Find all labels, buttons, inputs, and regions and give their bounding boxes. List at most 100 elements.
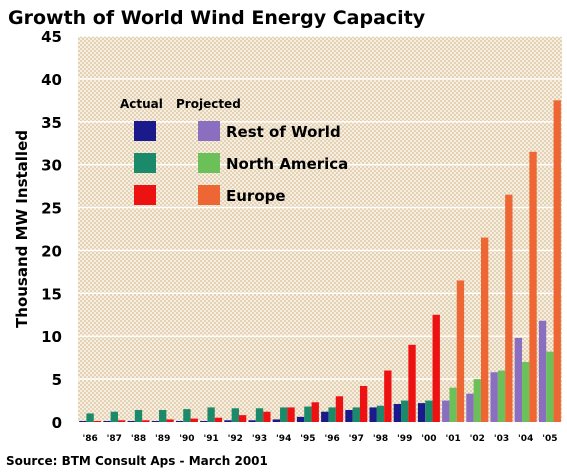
- bar-europe-6: [238, 415, 247, 422]
- bar-north-america-6: [231, 408, 239, 422]
- bar-rest-of-world-17: [490, 372, 498, 422]
- x-tick-label-12: '98: [373, 434, 388, 444]
- y-tick-label-0: 0: [52, 414, 62, 432]
- bar-north-america-10: [328, 407, 336, 422]
- bar-north-america-13: [401, 400, 409, 422]
- legend-swatch-rest-actual: [134, 121, 156, 141]
- y-tick-label-2: 10: [41, 328, 62, 346]
- bar-north-america-11: [352, 407, 360, 422]
- x-tick-label-15: '01: [445, 434, 460, 444]
- bar-north-america-14: [425, 400, 433, 422]
- bar-europe-7: [263, 411, 271, 422]
- bar-europe-11: [359, 385, 368, 422]
- legend-swatch-eu-actual: [134, 185, 156, 205]
- legend-swatch-rest-projected: [198, 121, 220, 141]
- bar-rest-of-world-6: [224, 420, 232, 422]
- x-tick-label-16: '02: [470, 434, 485, 444]
- x-tick-label-2: '88: [131, 434, 146, 444]
- x-tick-label-19: '05: [542, 434, 557, 444]
- bar-rest-of-world-9: [296, 416, 305, 422]
- bar-north-america-18: [522, 361, 530, 422]
- bar-north-america-5: [207, 407, 215, 422]
- bar-europe-4: [190, 418, 198, 422]
- bar-rest-of-world-5: [200, 421, 208, 422]
- legend-header-actual: Actual: [120, 97, 163, 111]
- bars: [79, 100, 561, 423]
- x-tick-label-18: '04: [518, 434, 533, 444]
- y-tick-label-6: 30: [41, 157, 62, 175]
- y-axis-label: Thousand MW Installed: [13, 130, 31, 328]
- bar-rest-of-world-12: [369, 407, 377, 422]
- bar-rest-of-world-1: [103, 421, 111, 422]
- bar-rest-of-world-7: [248, 420, 256, 422]
- bar-north-america-7: [255, 408, 264, 422]
- bar-europe-19: [553, 100, 561, 422]
- bar-europe-17: [505, 194, 513, 422]
- bar-north-america-9: [304, 406, 312, 422]
- bar-rest-of-world-19: [538, 320, 547, 422]
- bar-north-america-16: [473, 379, 481, 422]
- y-tick-label-7: 35: [41, 114, 62, 132]
- bar-north-america-3: [159, 409, 167, 422]
- legend-swatch-eu-projected: [198, 185, 220, 205]
- legend-label-rest: Rest of World: [226, 123, 341, 141]
- bar-rest-of-world-15: [442, 400, 450, 422]
- x-tick-label-3: '89: [155, 434, 170, 444]
- bar-rest-of-world-3: [151, 421, 160, 422]
- x-tick-label-11: '97: [349, 434, 364, 444]
- x-tick-label-13: '99: [397, 434, 412, 444]
- bar-europe-10: [335, 396, 344, 422]
- source-note: Source: BTM Consult Aps - March 2001: [6, 454, 268, 468]
- x-tick-label-8: '94: [276, 434, 291, 444]
- bar-europe-18: [529, 151, 537, 423]
- legend-label-na: North America: [226, 155, 348, 173]
- bar-europe-12: [384, 370, 392, 422]
- bar-north-america-4: [183, 409, 191, 422]
- legend-header-projected: Projected: [176, 97, 241, 111]
- bar-europe-14: [432, 314, 440, 422]
- y-tick-label-1: 5: [52, 371, 62, 389]
- bar-europe-5: [214, 417, 223, 422]
- y-tick-label-4: 20: [41, 242, 62, 260]
- bar-north-america-2: [134, 409, 143, 422]
- bar-europe-8: [287, 407, 295, 422]
- gridlines: [78, 35, 562, 423]
- x-axis-ticks: '86 '87 '88 '89 '90 '91 '92 '93 '94 '95 '96 '97 '98 '…: [82, 434, 557, 444]
- chart-title: Growth of World Wind Energy Capacity: [8, 7, 426, 29]
- bar-europe-9: [311, 402, 319, 422]
- bar-europe-13: [408, 344, 416, 422]
- legend: Actual Projected Rest of World North Ame…: [120, 97, 348, 205]
- bar-rest-of-world-16: [466, 393, 474, 422]
- legend-swatch-na-actual: [134, 153, 156, 173]
- bar-north-america-15: [449, 387, 457, 422]
- bar-rest-of-world-18: [514, 337, 523, 422]
- x-tick-label-17: '03: [494, 434, 509, 444]
- x-tick-label-7: '93: [252, 434, 267, 444]
- x-tick-label-0: '86: [82, 434, 97, 444]
- bar-north-america-0: [86, 413, 94, 422]
- x-tick-label-10: '96: [324, 434, 339, 444]
- bar-europe-0: [93, 421, 102, 422]
- bar-rest-of-world-4: [175, 421, 184, 422]
- plot-area-background: [78, 36, 562, 422]
- x-tick-label-6: '92: [228, 434, 243, 444]
- x-tick-label-5: '91: [203, 434, 218, 444]
- bar-europe-3: [166, 419, 174, 422]
- bar-europe-15: [456, 280, 465, 422]
- bar-europe-1: [117, 420, 126, 422]
- y-axis-ticks: 0 5 10 15 20 25 30 35 40 45: [41, 28, 62, 432]
- bar-north-america-19: [546, 351, 554, 422]
- bar-rest-of-world-13: [393, 403, 402, 422]
- bar-north-america-17: [497, 370, 506, 422]
- legend-label-eu: Europe: [226, 187, 286, 205]
- bar-rest-of-world-14: [417, 403, 426, 422]
- bar-rest-of-world-0: [79, 421, 87, 422]
- bar-europe-2: [142, 420, 150, 422]
- bar-europe-16: [480, 237, 489, 422]
- x-tick-label-4: '90: [179, 434, 194, 444]
- bar-north-america-12: [376, 405, 385, 422]
- x-tick-label-1: '87: [107, 434, 122, 444]
- bar-north-america-1: [110, 411, 118, 422]
- bar-rest-of-world-11: [345, 409, 353, 422]
